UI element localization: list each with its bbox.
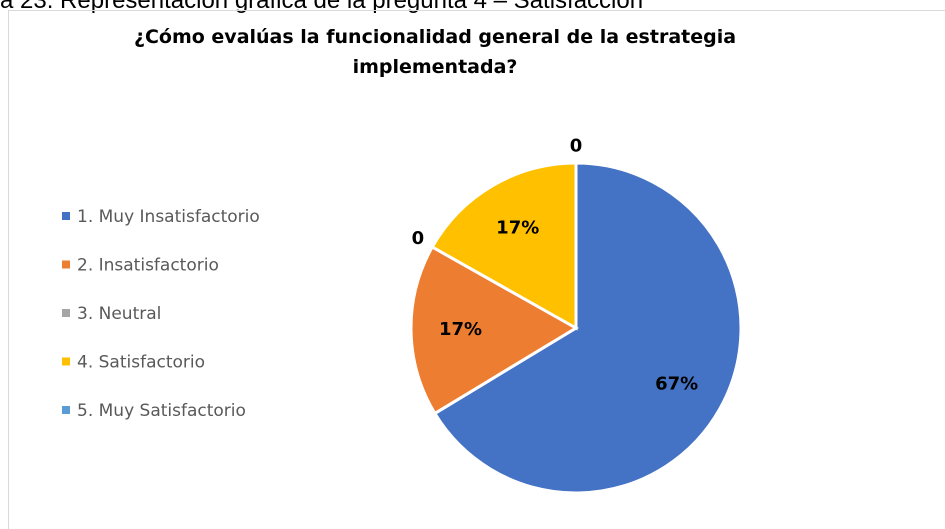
legend-label: 3. Neutral (77, 304, 161, 324)
pie-slice (409, 244, 579, 416)
legend-marker (62, 357, 70, 366)
legend-marker (62, 212, 70, 220)
data-label: 0 (412, 228, 425, 249)
data-label: 0 (570, 136, 583, 157)
data-label: 67% (655, 374, 698, 395)
pie-slice (432, 161, 743, 495)
legend-marker (62, 260, 70, 269)
legend-marker (62, 406, 70, 414)
legend-marker (62, 309, 70, 317)
chart-title: ¿Cómo evalúas la funcionalidad general d… (133, 26, 737, 78)
legend-label: 5. Muy Satisfactorio (77, 401, 246, 421)
legend-label: 1. Muy Insatisfactorio (77, 207, 260, 227)
legend-label: 4. Satisfactorio (77, 353, 205, 373)
data-label: 17% (439, 319, 482, 340)
data-label: 17% (496, 217, 539, 238)
legend-label: 2. Insatisfactorio (77, 256, 219, 276)
chart-frame (8, 10, 945, 529)
pie-slice (430, 161, 578, 331)
